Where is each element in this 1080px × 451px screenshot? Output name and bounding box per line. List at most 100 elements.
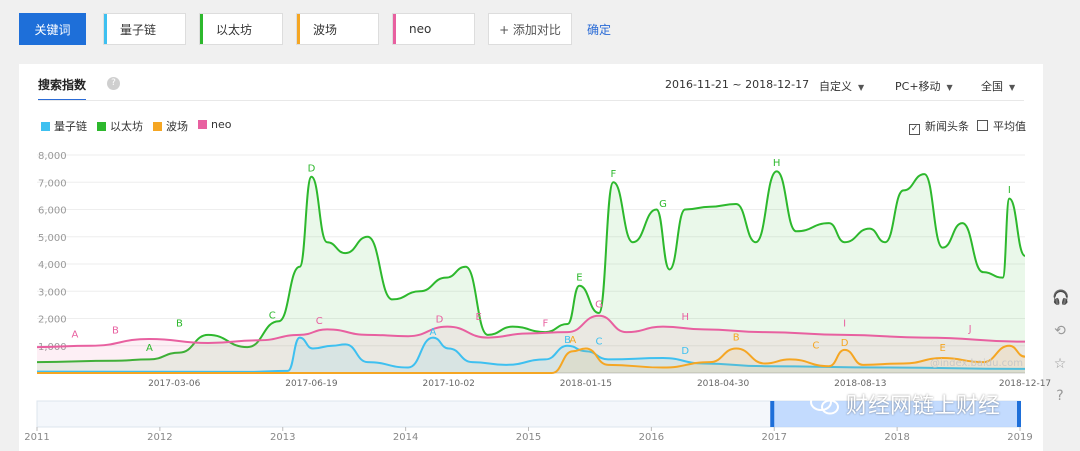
y-tick-label: 6,000 [38, 206, 67, 217]
annotation-label: E [476, 312, 482, 323]
legend-item-tron[interactable]: 波场 [153, 118, 188, 134]
series-line [36, 314, 1026, 349]
timeline-handle-right [1017, 401, 1021, 427]
keyword-label: 波场 [313, 22, 338, 37]
keyword-button[interactable]: 关键词 [19, 13, 86, 45]
timeline-year-label: 2019 [1007, 432, 1032, 443]
date-range[interactable]: 2016-11-21 ~ 2018-12-17 [665, 78, 810, 91]
timeline-year-label: 2011 [24, 432, 49, 443]
x-tick-label: 2018-04-30 [697, 379, 750, 389]
annotation-label: E [940, 343, 946, 354]
timeline-year-label: 2017 [762, 432, 787, 443]
average-label: 平均值 [993, 120, 1026, 133]
wechat-icon [810, 393, 839, 415]
annotation-label: A [146, 343, 153, 354]
annotation-label: E [576, 272, 582, 283]
timeline-year-label: 2016 [639, 432, 664, 443]
confirm-link[interactable]: 确定 [587, 23, 612, 37]
annotation-label: J [968, 324, 972, 335]
annotation-label: C [595, 336, 602, 347]
caret-down-icon: ▼ [858, 83, 865, 92]
headset-icon[interactable]: 🎧 [1052, 290, 1070, 306]
series-line [37, 344, 1026, 375]
timeline-year-label: 2012 [147, 432, 172, 443]
y-tick-label: 4,000 [38, 260, 67, 271]
x-tick-label: 2018-01-15 [560, 379, 612, 389]
annotation-label: D [308, 163, 316, 174]
news-headline-label: 新闻头条 [925, 120, 969, 133]
annotation-label: C [812, 340, 819, 351]
news-headline-toggle[interactable]: ✓ 新闻头条 [909, 118, 969, 135]
legend-item-neo[interactable]: neo [198, 118, 231, 134]
annotation-label: D [681, 346, 689, 357]
timeline-year-label: 2018 [884, 432, 909, 443]
color-bar [297, 14, 300, 44]
y-tick-label: 3,000 [38, 287, 67, 298]
series-area [37, 337, 1025, 373]
region-dropdown[interactable]: 全国 ▼ [981, 78, 1015, 94]
annotation-label: I [1008, 185, 1011, 196]
x-tick-label: 2018-12-17 [999, 379, 1051, 389]
keyword-label: 以太坊 [216, 22, 253, 37]
chart-legend: 量子链 以太坊 波场 neo [41, 118, 231, 134]
y-tick-label: 2,000 [38, 315, 67, 326]
keyword-label: neo [409, 22, 432, 36]
timeline-year-label: 2014 [393, 432, 418, 443]
region-label: 全国 [981, 80, 1003, 93]
legend-swatch [97, 122, 106, 131]
legend-label: 以太坊 [110, 120, 143, 133]
caret-down-icon: ▼ [946, 83, 953, 92]
help-circle-icon[interactable]: ? [1056, 388, 1064, 404]
series-area [37, 345, 1025, 373]
search-index-panel: 搜索指数 ? 2016-11-21 ~ 2018-12-17 自定义 ▼ PC+移… [19, 64, 1043, 451]
x-tick-label: 2017-03-06 [148, 379, 201, 389]
annotation-label: G [595, 300, 603, 311]
series-line [36, 170, 1026, 364]
series-line [36, 336, 1026, 373]
custom-dropdown[interactable]: 自定义 ▼ [819, 78, 864, 94]
header-divider [38, 100, 1024, 101]
y-tick-label: 7,000 [38, 178, 67, 189]
device-label: PC+移动 [895, 80, 941, 93]
annotation-label: B [564, 335, 571, 346]
y-tick-label: 8,000 [38, 151, 67, 162]
annotation-label: C [269, 311, 276, 322]
annotation-label: B [176, 319, 183, 330]
keyword-item-ethereum[interactable]: 以太坊 [199, 13, 283, 45]
annotation-label: A [569, 335, 576, 346]
annotation-label: G [659, 199, 667, 210]
annotation-label: F [542, 319, 548, 330]
device-dropdown[interactable]: PC+移动 ▼ [895, 78, 953, 94]
keyword-item-neo[interactable]: neo [392, 13, 475, 45]
legend-label: 量子链 [54, 120, 87, 133]
annotation-label: A [430, 327, 437, 338]
share-icon[interactable]: ⟲ [1054, 323, 1066, 339]
add-comparison-button[interactable]: + 添加对比 [488, 13, 572, 45]
annotation-label: D [436, 315, 444, 326]
color-bar [104, 14, 107, 44]
legend-item-ethereum[interactable]: 以太坊 [97, 118, 143, 134]
caret-down-icon: ▼ [1009, 83, 1016, 92]
annotation-label: B [733, 332, 740, 343]
help-icon[interactable]: ? [107, 77, 120, 90]
custom-label: 自定义 [819, 80, 852, 93]
annotation-label: F [610, 169, 616, 180]
x-tick-label: 2017-10-02 [423, 379, 475, 389]
annotation-label: B [112, 325, 119, 336]
annotation-label: C [316, 316, 323, 327]
keyword-item-qtum[interactable]: 量子链 [103, 13, 186, 45]
star-icon[interactable]: ☆ [1053, 356, 1067, 372]
color-bar [200, 14, 203, 44]
checkbox-icon [977, 120, 988, 131]
keyword-item-tron[interactable]: 波场 [296, 13, 379, 45]
x-tick-label: 2017-06-19 [285, 379, 338, 389]
timeline-year-label: 2015 [516, 432, 541, 443]
average-toggle[interactable]: 平均值 [977, 118, 1026, 134]
chart-watermark: @index.baidu.com [930, 358, 1023, 369]
keyword-label: 量子链 [120, 22, 157, 37]
timeline-year-label: 2013 [270, 432, 295, 443]
checkbox-checked-icon: ✓ [909, 124, 920, 135]
legend-item-qtum[interactable]: 量子链 [41, 118, 87, 134]
wechat-watermark: 财经网链上财经 [810, 388, 1000, 420]
